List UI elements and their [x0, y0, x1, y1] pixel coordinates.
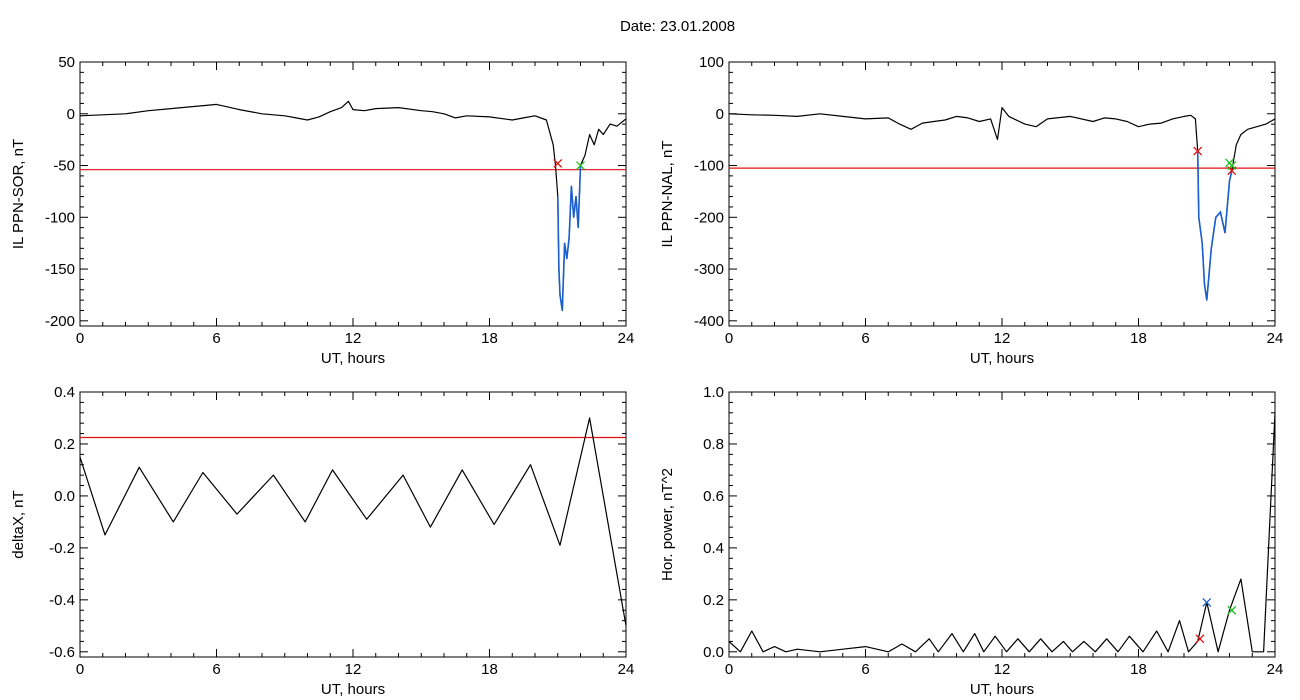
deltax-y-axis-label: deltaX, nT — [10, 490, 27, 558]
chart-panel-deltax: 0 6 12 18 24 -0.6 -0.4 -0.2 0.0 0.2 0.4 UT, hours de… — [10, 384, 634, 698]
nal-x-tick-label: 18 — [1130, 330, 1147, 347]
nal-series-line — [729, 107, 1275, 301]
chart-panel-sor: 0 6 12 18 24 -200 -150 -100 -50 0 50 UT, hours IL PP… — [10, 54, 634, 367]
deltax-y-tick-label: -0.2 — [49, 540, 75, 557]
nal-y-tick-label: -100 — [694, 158, 724, 175]
hor-power-y-axis-label: Hor. power, nT^2 — [659, 468, 676, 581]
nal-x-tick-label: 0 — [725, 330, 733, 347]
deltax-data-layer — [80, 417, 626, 626]
sor-y-tick-label: -150 — [45, 261, 75, 278]
sor-x-tick-label: 18 — [481, 330, 498, 347]
sor-y-tick-label: 0 — [67, 106, 75, 123]
deltax-y-tick-label: 0.0 — [54, 488, 75, 505]
sor-end-marker-stroke-b — [576, 161, 585, 170]
nal-highlight-segment — [1196, 150, 1233, 301]
sor-plot-frame — [79, 61, 627, 327]
deltax-x-axis-label: UT, hours — [321, 681, 385, 698]
hor-power-end-marker — [1227, 605, 1237, 615]
sor-end-marker — [576, 161, 585, 170]
sor-y-tick-label: -100 — [45, 209, 75, 226]
nal-data-layer — [729, 107, 1275, 301]
deltax-x-tick-label: 24 — [618, 661, 635, 678]
deltax-x-tick-label: 6 — [212, 661, 220, 678]
hor-power-start-marker — [1195, 634, 1205, 644]
deltax-series-line — [80, 417, 626, 626]
sor-x-tick-label: 6 — [212, 330, 220, 347]
sor-y-axis-label: IL PPN-SOR, nT — [10, 139, 27, 249]
hor-power-peak-marker — [1202, 597, 1212, 607]
sor-y-tick-label: -200 — [45, 313, 75, 330]
sor-x-axis-label: UT, hours — [321, 350, 385, 367]
hor-power-y-tick-label: 1.0 — [703, 384, 724, 401]
nal-end-marker — [1227, 161, 1237, 170]
hor-power-y-tick-label: 0.8 — [703, 436, 724, 453]
hor-power-x-axis-label: UT, hours — [970, 681, 1034, 698]
chart-date-title: Date: 23.01.2008 — [619, 18, 736, 35]
deltax-y-tick-label: 0.4 — [54, 384, 75, 401]
hor-power-series-line — [729, 412, 1275, 653]
nal-x-tick-label: 24 — [1267, 330, 1284, 347]
sor-start-marker — [553, 158, 563, 168]
sor-x-tick-label: 12 — [345, 330, 362, 347]
hor-power-x-tick-label: 24 — [1267, 661, 1284, 678]
hor-power-start-marker-stroke-b — [1195, 634, 1205, 644]
nal-start-marker-stroke-b — [1193, 146, 1203, 156]
deltax-plot-frame — [79, 391, 627, 658]
hor-power-x-tick-label: 18 — [1130, 661, 1147, 678]
deltax-y-tick-label: -0.4 — [49, 592, 75, 609]
sor-x-tick-label: 0 — [76, 330, 84, 347]
chart-panel-nal: 0 6 12 18 24 -400 -300 -200 -100 0 100 UT, hours IL … — [659, 54, 1283, 367]
hor-power-x-tick-label: 0 — [725, 661, 733, 678]
sor-y-tick-label: 50 — [58, 54, 75, 71]
nal-y-tick-label: -300 — [694, 261, 724, 278]
hor-power-y-tick-label: 0.2 — [703, 592, 724, 609]
deltax-x-tick-label: 12 — [345, 661, 362, 678]
nal-y-tick-label: -200 — [694, 209, 724, 226]
nal-y-tick-label: 0 — [716, 106, 724, 123]
nal-y-axis-label: IL PPN-NAL, nT — [659, 141, 676, 248]
nal-x-axis-label: UT, hours — [970, 350, 1034, 367]
hor-power-end-marker-stroke-b — [1227, 605, 1237, 615]
deltax-y-tick-label: 0.2 — [54, 436, 75, 453]
hor-power-x-tick-label: 6 — [861, 661, 869, 678]
nal-x-tick-label: 12 — [994, 330, 1011, 347]
nal-x-tick-label: 6 — [861, 330, 869, 347]
sor-start-marker-stroke-b — [553, 158, 563, 168]
sor-series-line — [80, 100, 626, 312]
nal-end-marker-stroke-b — [1227, 161, 1237, 170]
hor-power-data-layer — [729, 412, 1275, 653]
deltax-x-tick-label: 0 — [76, 661, 84, 678]
hor-power-y-tick-label: 0.6 — [703, 488, 724, 505]
chart-panel-hor-power: 0 6 12 18 24 0.0 0.2 0.4 0.6 0.8 1.0 UT, hours Hor. … — [659, 384, 1283, 698]
sor-data-layer — [80, 100, 626, 312]
nal-plot-frame — [728, 61, 1276, 327]
nal-start-marker — [1193, 146, 1203, 156]
sor-y-tick-label: -50 — [53, 158, 75, 175]
nal-y-tick-label: 100 — [699, 54, 724, 71]
hor-power-x-tick-label: 12 — [994, 661, 1011, 678]
nal-y-tick-label: -400 — [694, 313, 724, 330]
hor-power-peak-marker-stroke-b — [1202, 597, 1212, 607]
deltax-x-tick-label: 18 — [481, 661, 498, 678]
hor-power-y-tick-label: 0.0 — [703, 644, 724, 661]
hor-power-plot-frame — [728, 391, 1276, 658]
sor-highlight-segment — [557, 165, 582, 311]
deltax-y-tick-label: -0.6 — [49, 644, 75, 661]
hor-power-y-tick-label: 0.4 — [703, 540, 724, 557]
sor-x-tick-label: 24 — [618, 330, 635, 347]
